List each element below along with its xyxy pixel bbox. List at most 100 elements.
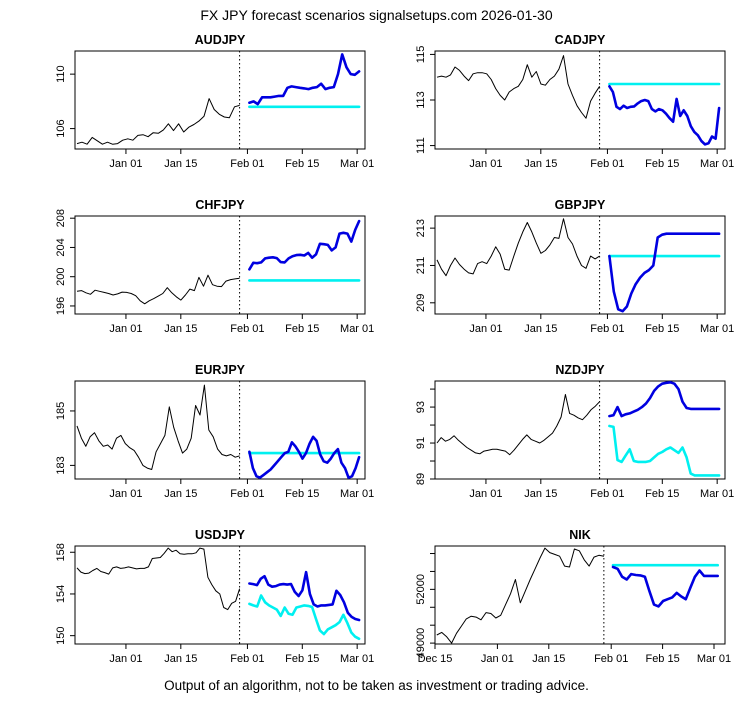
x-tick-label: Jan 01 xyxy=(481,653,514,665)
chart-title: USDJPY xyxy=(195,528,246,542)
y-axis: 183 185 xyxy=(55,402,75,475)
y-axis: 106 110 xyxy=(55,65,75,138)
y-tick-label: 154 xyxy=(55,585,67,603)
chart-svg-nzdjpy: NZDJPY 89 91 93 Jan 01 Jan 15 Feb 01 Feb 15 Mar … xyxy=(415,363,734,500)
chart-title: NZDJPY xyxy=(555,363,605,377)
y-tick-label: 111 xyxy=(415,137,427,154)
x-tick-label: Feb 01 xyxy=(594,653,628,665)
x-tick-label: Feb 01 xyxy=(590,158,624,170)
x-tick-label: Feb 15 xyxy=(285,488,319,500)
y-tick-label: 93 xyxy=(415,401,427,413)
x-tick-label: Mar 01 xyxy=(340,488,374,500)
x-tick-label: Jan 01 xyxy=(109,488,142,500)
x-tick-label: Dec 15 xyxy=(418,653,453,665)
plot-box xyxy=(434,545,726,645)
x-tick-label: Jan 01 xyxy=(109,653,142,665)
y-tick-label: 200 xyxy=(55,268,67,286)
chart-svg-nik: NIK 49000 52000 Dec 15 Jan 01 Jan 15 Feb 01 Feb… xyxy=(415,528,731,665)
y-tick-label: 209 xyxy=(415,294,427,312)
history-series xyxy=(76,274,240,305)
x-tick-label: Feb 15 xyxy=(645,323,679,335)
chart-svg-chfjpy: CHFJPY 196 200 204 208 Jan 01 Jan 15 Feb 01 Feb … xyxy=(55,198,374,335)
plot-box xyxy=(434,215,726,315)
y-tick-label: 196 xyxy=(55,297,67,315)
history-series xyxy=(436,218,600,277)
x-tick-label: Feb 15 xyxy=(285,323,319,335)
y-tick-label: 49000 xyxy=(415,628,427,659)
x-tick-label: Jan 01 xyxy=(469,158,502,170)
x-tick-label: Jan 01 xyxy=(109,158,142,170)
x-tick-label: Jan 01 xyxy=(109,323,142,335)
history-series xyxy=(436,547,604,644)
chart-panel-gbpjpy: GBPJPY 209 211 213 Jan 01 Jan 15 Feb 01 Feb 15 M… xyxy=(390,195,753,360)
history-series xyxy=(76,547,241,611)
x-tick-label: Jan 15 xyxy=(164,323,197,335)
y-tick-label: 204 xyxy=(55,238,67,256)
x-tick-label: Mar 01 xyxy=(340,323,374,335)
chart-panel-audjpy: AUDJPY 106 110 Jan 01 Jan 15 Feb 01 Feb 15 Mar … xyxy=(30,30,393,195)
y-tick-label: 183 xyxy=(55,456,67,474)
chart-panel-chfjpy: CHFJPY 196 200 204 208 Jan 01 Jan 15 Feb 01 Feb … xyxy=(30,195,393,360)
chart-title: CHFJPY xyxy=(195,198,245,212)
x-axis: Jan 01 Jan 15 Feb 01 Feb 15 Mar 01 xyxy=(469,479,734,500)
y-tick-label: 150 xyxy=(55,626,67,644)
forecast-secondary-series xyxy=(248,594,361,641)
x-axis: Jan 01 Jan 15 Feb 01 Feb 15 Mar 01 xyxy=(109,149,374,170)
forecast-secondary-series xyxy=(608,424,721,477)
y-tick-label: 158 xyxy=(55,543,67,561)
chart-title: NIK xyxy=(569,528,591,542)
chart-panel-nik: NIK 49000 52000 Dec 15 Jan 01 Jan 15 Feb 01 Feb… xyxy=(390,525,753,690)
y-tick-label: 106 xyxy=(55,119,67,137)
y-axis: 111 113 115 xyxy=(415,46,435,154)
chart-svg-cadjpy: CADJPY 111 113 115 Jan 01 Jan 15 Feb 01 Feb 15 M… xyxy=(415,33,734,170)
x-tick-label: Feb 01 xyxy=(230,653,264,665)
y-tick-label: 115 xyxy=(415,46,427,64)
chart-panel-eurjpy: EURJPY 183 185 Jan 01 Jan 15 Feb 01 Feb 15 Mar … xyxy=(30,360,393,525)
y-tick-label: 211 xyxy=(415,257,427,275)
x-tick-label: Feb 15 xyxy=(645,488,679,500)
plot-box xyxy=(74,380,366,480)
y-tick-label: 113 xyxy=(415,91,427,109)
plot-box xyxy=(74,215,366,315)
x-tick-label: Jan 15 xyxy=(164,488,197,500)
chart-panel-usdjpy: USDJPY 150 154 158 Jan 01 Jan 15 Feb 01 Feb 15 M… xyxy=(30,525,393,690)
y-tick-label: 110 xyxy=(55,65,67,83)
history-series xyxy=(436,55,601,119)
x-tick-label: Mar 01 xyxy=(340,653,374,665)
forecast-primary-series xyxy=(248,570,361,622)
x-tick-label: Jan 15 xyxy=(532,653,565,665)
x-tick-label: Jan 15 xyxy=(164,653,197,665)
x-axis: Jan 01 Jan 15 Feb 01 Feb 15 Mar 01 xyxy=(469,314,734,335)
x-tick-label: Feb 01 xyxy=(230,323,264,335)
x-tick-label: Feb 15 xyxy=(645,158,679,170)
forecast-primary-series xyxy=(248,219,361,271)
figure-title: FX JPY forecast scenarios signalsetups.c… xyxy=(200,7,553,23)
y-tick-label: 89 xyxy=(415,473,427,485)
chart-title: CADJPY xyxy=(555,33,606,47)
history-series xyxy=(76,98,240,145)
chart-svg-audjpy: AUDJPY 106 110 Jan 01 Jan 15 Feb 01 Feb 15 Mar … xyxy=(55,33,374,170)
x-tick-label: Jan 15 xyxy=(164,158,197,170)
x-tick-label: Jan 15 xyxy=(524,158,557,170)
plot-box xyxy=(74,545,366,645)
y-axis: 89 91 93 xyxy=(415,388,435,485)
chart-svg-eurjpy: EURJPY 183 185 Jan 01 Jan 15 Feb 01 Feb 15 Mar … xyxy=(55,363,374,500)
history-series xyxy=(76,384,240,470)
y-tick-label: 52000 xyxy=(415,574,427,605)
y-axis: 150 154 158 xyxy=(55,543,75,645)
y-tick-label: 213 xyxy=(415,219,427,237)
x-axis: Jan 01 Jan 15 Feb 01 Feb 15 Mar 01 xyxy=(109,314,374,335)
forecast-primary-series xyxy=(608,84,721,146)
x-tick-label: Mar 01 xyxy=(697,653,731,665)
x-tick-label: Jan 01 xyxy=(469,323,502,335)
plot-box xyxy=(434,50,726,150)
y-axis: 196 200 204 208 xyxy=(55,209,75,315)
x-tick-label: Mar 01 xyxy=(700,488,734,500)
y-tick-label: 91 xyxy=(415,437,427,449)
x-axis: Jan 01 Jan 15 Feb 01 Feb 15 Mar 01 xyxy=(109,644,374,665)
x-tick-label: Feb 15 xyxy=(285,653,319,665)
history-series xyxy=(436,394,600,456)
plot-box xyxy=(434,380,726,480)
y-tick-label: 208 xyxy=(55,209,67,227)
